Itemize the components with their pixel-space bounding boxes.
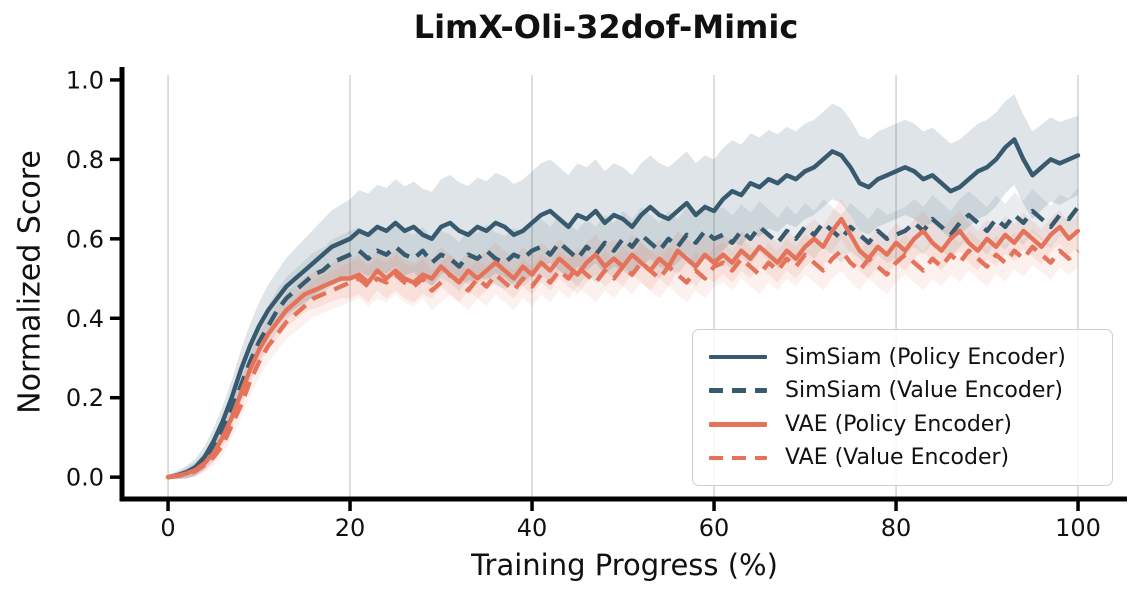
x-tick-label: 40	[517, 514, 548, 542]
series-line	[165, 137, 1081, 480]
y-tick-label: 0.6	[66, 225, 104, 253]
x-tick-label: 100	[1055, 514, 1101, 542]
legend-entry-simsiam-policy: SimSiam (Policy Encoder)	[709, 345, 1096, 370]
x-tick-label: 20	[335, 514, 366, 542]
legend-label: VAE (Value Encoder)	[785, 445, 1010, 471]
legend-label: SimSiam (Policy Encoder)	[785, 344, 1066, 370]
confidence-band	[168, 228, 1078, 479]
legend-line-sample-icon	[709, 455, 767, 461]
y-tick-label: 0.4	[66, 305, 104, 333]
x-tick-label: 0	[160, 514, 175, 542]
legend-label: SimSiam (Value Encoder)	[785, 378, 1064, 404]
y-tick-label: 0.8	[66, 146, 104, 174]
legend: SimSiam (Policy Encoder) SimSiam (Value …	[692, 329, 1113, 486]
y-tick-label: 0.2	[66, 384, 104, 412]
confidence-band	[168, 94, 1078, 480]
legend-line-sample-icon	[709, 354, 767, 360]
legend-entry-vae-value: VAE (Value Encoder)	[709, 445, 1096, 470]
series-line	[165, 216, 1081, 480]
legend-entry-simsiam-value: SimSiam (Value Encoder)	[709, 378, 1096, 403]
legend-line-sample-icon	[709, 388, 767, 393]
x-axis-label: Training Progress (%)	[471, 548, 778, 582]
series-line	[167, 205, 1080, 480]
legend-line-sample-icon	[709, 422, 767, 427]
y-tick-label: 0.0	[66, 464, 104, 492]
x-tick-label: 60	[699, 514, 730, 542]
chart-title: LimX-Oli-32dof-Mimic	[413, 8, 799, 46]
series-line	[167, 244, 1080, 480]
confidence-band	[168, 187, 1078, 479]
x-tick-label: 80	[881, 514, 912, 542]
y-axis-label: Normalized Score	[12, 150, 48, 414]
legend-label: VAE (Policy Encoder)	[785, 411, 1012, 437]
legend-entry-vae-policy: VAE (Policy Encoder)	[709, 412, 1096, 437]
y-tick-label: 1.0	[66, 66, 104, 94]
